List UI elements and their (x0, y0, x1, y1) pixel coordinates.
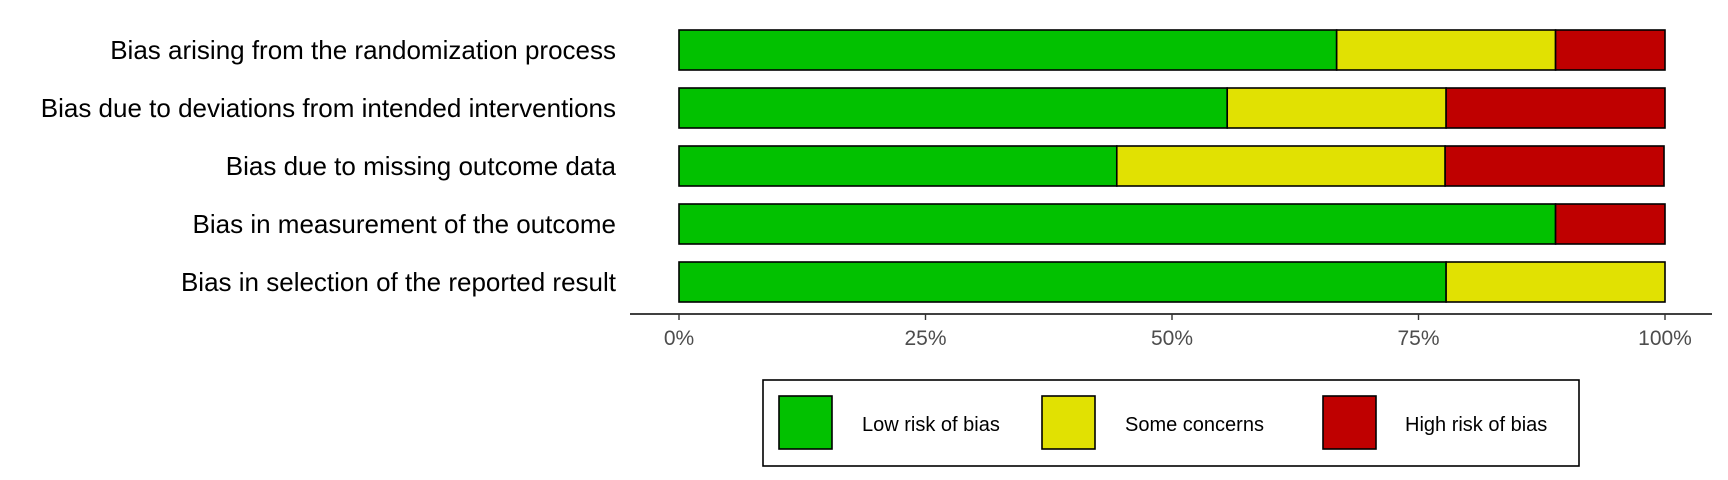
row-labels: Bias arising from the randomization proc… (41, 35, 617, 297)
row-label-2: Bias due to deviations from intended int… (41, 93, 616, 123)
x-tick-label-2: 25% (904, 327, 946, 350)
bar-segment-row5-series2 (1445, 261, 1666, 303)
legend-label-2: Some concerns (1125, 414, 1264, 436)
bar-segment-row2-series2 (1226, 87, 1447, 129)
bar-segment-row3-series3 (1444, 145, 1665, 187)
row-label-5: Bias in selection of the reported result (181, 267, 617, 297)
row-label-1: Bias arising from the randomization proc… (110, 35, 616, 65)
legend: Low risk of bias Some concerns High risk o… (762, 379, 1580, 467)
legend-swatch-2 (1041, 395, 1096, 450)
x-tick-label-5: 100% (1638, 327, 1692, 350)
bar-segment-row2-series1 (678, 87, 1229, 129)
legend-label-1: Low risk of bias (862, 414, 1000, 436)
bar-segment-row4-series3 (1554, 203, 1666, 245)
x-tick-label-3: 50% (1151, 327, 1193, 350)
bar-segment-row3-series2 (1115, 145, 1446, 187)
x-axis: 0% 25% 50% 75% 100% (630, 313, 1712, 350)
bar-segment-row1-series2 (1335, 29, 1557, 71)
bar-segment-row1-series1 (678, 29, 1338, 71)
legend-swatch-1 (778, 395, 833, 450)
bar-segment-row5-series1 (678, 261, 1447, 303)
row-label-3: Bias due to missing outcome data (226, 151, 617, 181)
row-label-4: Bias in measurement of the outcome (193, 209, 616, 239)
x-tick-label-4: 75% (1397, 327, 1439, 350)
legend-swatch-3 (1322, 395, 1377, 450)
x-tick-label-1: 0% (664, 327, 694, 350)
legend-box (762, 379, 1580, 467)
legend-label-3: High risk of bias (1405, 414, 1547, 436)
bar-segment-row4-series1 (678, 203, 1557, 245)
bars-layer (678, 29, 1666, 303)
bar-segment-row1-series3 (1554, 29, 1666, 71)
bar-segment-row2-series3 (1445, 87, 1666, 129)
bar-segment-row3-series1 (678, 145, 1118, 187)
